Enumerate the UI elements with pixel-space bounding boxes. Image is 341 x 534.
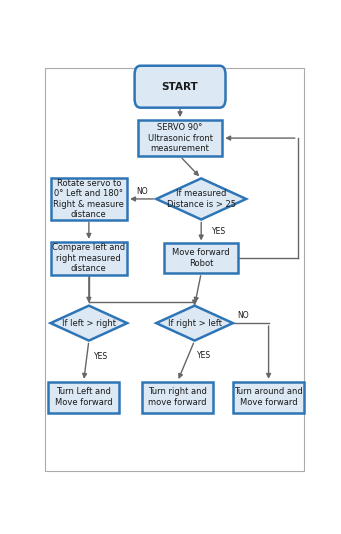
FancyBboxPatch shape: [48, 382, 119, 413]
Text: SERVO 90°
Ultrasonic front
measurement: SERVO 90° Ultrasonic front measurement: [148, 123, 212, 153]
FancyBboxPatch shape: [138, 120, 222, 156]
Polygon shape: [156, 178, 246, 219]
Text: START: START: [162, 82, 198, 92]
FancyBboxPatch shape: [142, 382, 213, 413]
FancyBboxPatch shape: [50, 178, 127, 219]
FancyBboxPatch shape: [233, 382, 304, 413]
Text: YES: YES: [212, 227, 226, 236]
FancyBboxPatch shape: [164, 244, 238, 273]
Text: YES: YES: [197, 351, 211, 360]
Text: Turn Left and
Move forward: Turn Left and Move forward: [55, 388, 113, 407]
Text: Compare left and
right measured
distance: Compare left and right measured distance: [52, 244, 125, 273]
Text: Turn right and
move forward: Turn right and move forward: [148, 388, 207, 407]
Text: If right > left: If right > left: [167, 319, 222, 328]
Text: Rotate servo to
0° Left and 180°
Right & measure
distance: Rotate servo to 0° Left and 180° Right &…: [54, 179, 124, 219]
Polygon shape: [156, 305, 233, 341]
FancyBboxPatch shape: [135, 66, 225, 108]
Text: If measured
Distance is > 25: If measured Distance is > 25: [167, 189, 236, 209]
Text: Move forward
Robot: Move forward Robot: [173, 248, 230, 268]
Polygon shape: [50, 305, 127, 341]
Text: YES: YES: [94, 352, 108, 361]
Text: If left > right: If left > right: [62, 319, 116, 328]
Text: Turn around and
Move forward: Turn around and Move forward: [234, 388, 303, 407]
FancyBboxPatch shape: [50, 242, 127, 274]
Text: NO: NO: [237, 311, 249, 320]
Text: NO: NO: [136, 187, 148, 196]
